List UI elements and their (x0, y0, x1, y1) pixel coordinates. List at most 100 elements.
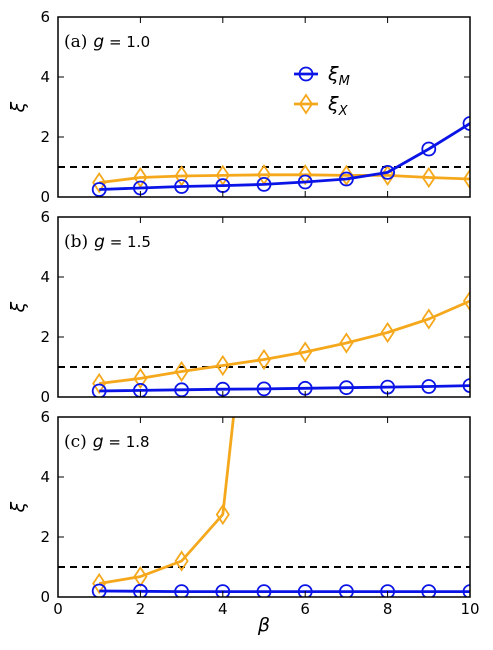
data-point-xi_X (256, 348, 272, 371)
panel-parameter-value: = 1.5 (105, 233, 151, 251)
y-tick-label: 0 (40, 188, 50, 206)
y-tick-label: 4 (40, 68, 50, 86)
panel-parameter: g (93, 432, 104, 452)
data-point-xi_X (92, 572, 107, 595)
legend-label-subscript: M (339, 74, 350, 89)
data-point-xi_X (339, 164, 354, 187)
y-axis-label: ξ (7, 501, 29, 513)
panel-title: (a) g = 1.0 (64, 32, 150, 52)
legend-label-symbol: ξ (327, 93, 339, 115)
panel-label: (b) (64, 232, 88, 252)
series-line-xi_X (98, 417, 235, 585)
data-point-xi_X (462, 290, 470, 312)
data-point-xi_M (215, 584, 231, 597)
data-point-xi_M (462, 584, 470, 597)
x-tick-label: 2 (136, 600, 146, 618)
legend-label-symbol: ξ (327, 63, 339, 85)
x-tick-label: 0 (53, 600, 63, 618)
data-point-xi_M (91, 383, 107, 397)
series-line-xi_M (99, 589, 470, 593)
data-point-xi_M (380, 164, 396, 180)
data-point-xi_X (298, 164, 313, 186)
data-point-xi_M (297, 584, 313, 597)
data-point-xi_X (215, 503, 230, 526)
series-line-xi_M (99, 384, 470, 393)
legend-marker-diamond (298, 93, 314, 115)
data-point-xi_M (339, 584, 354, 597)
series-line-xi_M (99, 122, 470, 191)
data-point-xi_X (92, 171, 107, 194)
data-point-xi_X (421, 308, 436, 330)
x-axis-label: β (257, 614, 270, 636)
data-point-xi_M (174, 584, 189, 597)
data-point-xi_X (298, 341, 313, 363)
y-tick-label: 2 (40, 128, 50, 146)
legend-label-subscript: X (338, 104, 349, 119)
panel-parameter-value: = 1.0 (104, 33, 150, 51)
series-line-xi_X (99, 173, 470, 184)
data-point-xi_M (338, 380, 354, 396)
axes-frame (57, 416, 471, 598)
x-tick-label: 8 (383, 600, 393, 618)
y-axis-label: ξ (7, 301, 29, 313)
data-point-xi_X (174, 165, 189, 187)
axes-frame (57, 16, 471, 198)
legend-label: ξX (327, 93, 349, 119)
data-point-xi_M (421, 379, 437, 394)
y-tick-label: 6 (40, 408, 50, 426)
y-tick-label: 0 (40, 388, 50, 406)
y-tick-label: 6 (40, 8, 50, 26)
data-point-xi_M (133, 583, 148, 597)
data-point-xi_M (380, 584, 395, 597)
data-point-xi_M (421, 584, 437, 597)
legend-label: ξM (327, 63, 350, 89)
plot-area-2 (58, 417, 470, 597)
panel-1: 0 2 4 6 ξ (b) g = 1.5 (7, 208, 471, 406)
y-tick-label: 4 (40, 468, 50, 486)
plot-area-0 (58, 116, 470, 197)
data-point-xi_X (380, 321, 395, 344)
panel-0: 0 2 4 6 ξ (a) g = 1.0 (7, 8, 471, 206)
data-point-xi_M (297, 174, 313, 190)
panel-title: (c) g = 1.8 (64, 432, 150, 452)
data-point-xi_X (421, 166, 436, 189)
panel-title: (b) g = 1.5 (64, 232, 151, 252)
plot-area-1 (58, 290, 470, 397)
x-tick-label: 4 (218, 600, 228, 618)
data-point-xi_M (421, 141, 437, 157)
x-tick-label: 10 (460, 600, 479, 618)
data-point-xi_X (133, 367, 148, 390)
panel-label: (a) (64, 32, 87, 52)
x-tick-label: 6 (300, 600, 310, 618)
panel-label: (c) (64, 432, 87, 452)
data-point-xi_M (91, 182, 107, 197)
data-point-xi_M (91, 583, 107, 597)
data-point-xi_M (256, 381, 272, 397)
y-tick-label: 2 (40, 328, 50, 346)
data-point-xi_M (256, 176, 272, 192)
data-point-xi_X (339, 332, 354, 354)
panel-parameter: g (94, 232, 105, 252)
y-tick-label: 6 (40, 208, 50, 226)
panel-parameter-value: = 1.8 (104, 433, 150, 451)
data-point-xi_X (215, 354, 230, 377)
data-point-xi_X (174, 550, 189, 572)
data-point-xi_M (256, 584, 272, 597)
panel-parameter: g (93, 32, 104, 52)
y-tick-label: 4 (40, 268, 50, 286)
series-line-xi_X (99, 299, 470, 385)
data-point-xi_X (462, 168, 470, 190)
data-point-xi_X (133, 166, 148, 189)
data-point-xi_M (462, 378, 470, 393)
panel-2: 0 2 4 6 8 10 0 2 4 6 ξ (c) g = 1.8 β (7, 408, 480, 636)
y-tick-label: 0 (40, 588, 50, 606)
data-point-xi_M (462, 116, 470, 131)
legend-marker-circle (298, 66, 314, 82)
data-point-xi_M (174, 179, 190, 194)
y-tick-label: 2 (40, 528, 50, 546)
y-axis-label: ξ (7, 101, 29, 113)
axes-frame (57, 216, 471, 398)
data-point-xi_X (174, 360, 189, 383)
